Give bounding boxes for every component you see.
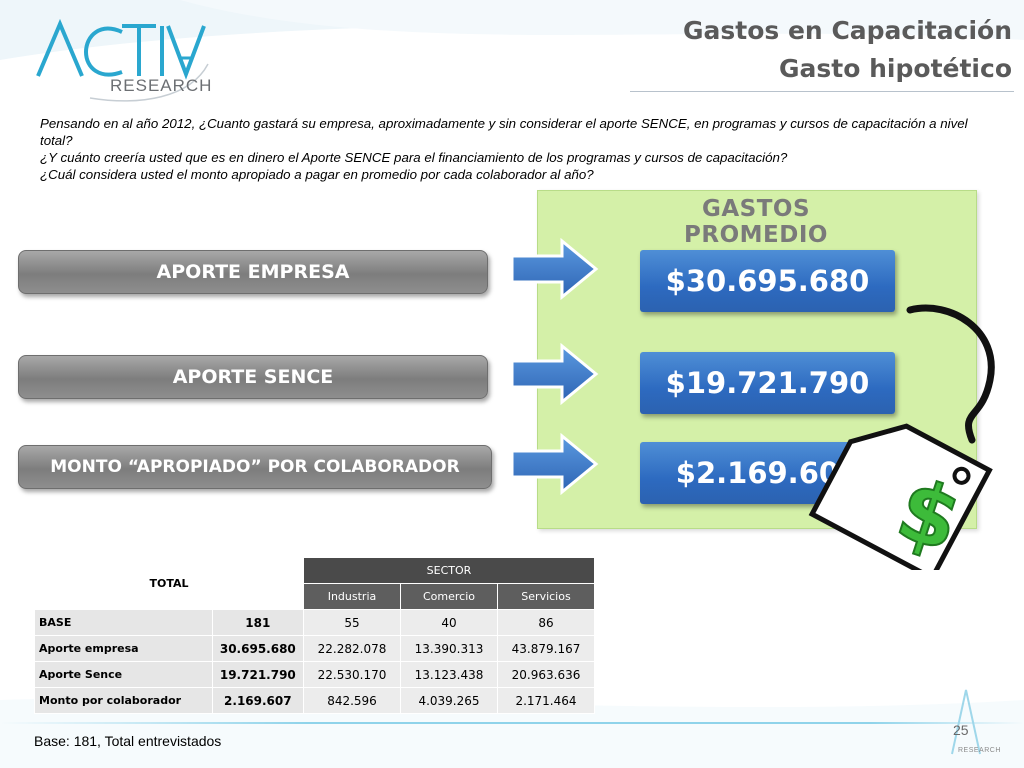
table-row: Aporte empresa 30.695.680 22.282.078 13.…	[34, 635, 595, 662]
question-line-3: ¿Cuál considera usted el monto apropiado…	[40, 167, 594, 182]
row-value: 20.963.636	[497, 661, 595, 688]
table-row: Aporte Sence 19.721.790 22.530.170 13.12…	[34, 661, 595, 688]
column-header: Industria	[303, 583, 401, 610]
page-subtitle: Gasto hipotético	[779, 54, 1012, 83]
row-value: 22.282.078	[303, 635, 401, 662]
aporte-sence-label: APORTE SENCE	[18, 355, 488, 399]
row-value: 842.596	[303, 687, 401, 714]
arrow-right-icon	[510, 433, 599, 495]
row-value: 13.123.438	[400, 661, 498, 688]
activa-logo-mark	[36, 18, 209, 102]
page-title: Gastos en Capacitación	[683, 16, 1012, 45]
row-value: 4.039.265	[400, 687, 498, 714]
footer-logo-mark	[951, 689, 981, 755]
gastos-promedio-title: GASTOS PROMEDIO	[684, 196, 828, 248]
row-label: Aporte empresa	[34, 635, 213, 662]
footer-logo-text: RESEARCH	[958, 747, 1001, 754]
row-value: 55	[303, 609, 401, 636]
aporte-sence-value: $19.721.790	[640, 352, 895, 414]
row-total: 19.721.790	[211, 661, 305, 688]
sector-table: TOTAL SECTOR Industria Comercio Servicio…	[34, 557, 595, 714]
arrow-right-icon	[510, 343, 599, 405]
footer-divider	[0, 722, 1024, 724]
row-value: 13.390.313	[400, 635, 498, 662]
question-line-1: Pensando en al año 2012, ¿Cuanto gastará…	[40, 116, 968, 148]
table-total-header: TOTAL	[34, 557, 304, 610]
table-row: BASE 181 55 40 86	[34, 609, 595, 636]
arrow-right-icon	[510, 238, 599, 300]
row-value: 86	[497, 609, 595, 636]
survey-question: Pensando en al año 2012, ¿Cuanto gastará…	[40, 115, 970, 183]
row-label: Monto por colaborador	[34, 687, 213, 714]
column-header: Comercio	[400, 583, 498, 610]
row-value: 43.879.167	[497, 635, 595, 662]
table-row: Monto por colaborador 2.169.607 842.596 …	[34, 687, 595, 714]
page-number: 25	[953, 722, 969, 738]
row-label: BASE	[34, 609, 213, 636]
row-label: Aporte Sence	[34, 661, 213, 688]
title-divider	[630, 91, 1014, 92]
row-value: 2.171.464	[497, 687, 595, 714]
logo-research-text: RESEARCH	[110, 76, 213, 95]
row-value: 40	[400, 609, 498, 636]
price-tag-icon: $	[808, 304, 995, 570]
row-total: 181	[211, 609, 305, 636]
row-total: 2.169.607	[211, 687, 305, 714]
aporte-empresa-value: $30.695.680	[640, 250, 895, 312]
row-value: 22.530.170	[303, 661, 401, 688]
aporte-empresa-label: APORTE EMPRESA	[18, 250, 488, 294]
table-sector-header: SECTOR	[303, 557, 595, 584]
row-total: 30.695.680	[211, 635, 305, 662]
monto-apropiado-label: MONTO “APROPIADO” POR COLABORADOR	[18, 445, 492, 489]
base-note: Base: 181, Total entrevistados	[34, 733, 222, 749]
question-line-2: ¿Y cuánto creería usted que es en dinero…	[40, 150, 788, 165]
activa-research-logo: RESEARCH	[30, 14, 213, 104]
column-header: Servicios	[497, 583, 595, 610]
